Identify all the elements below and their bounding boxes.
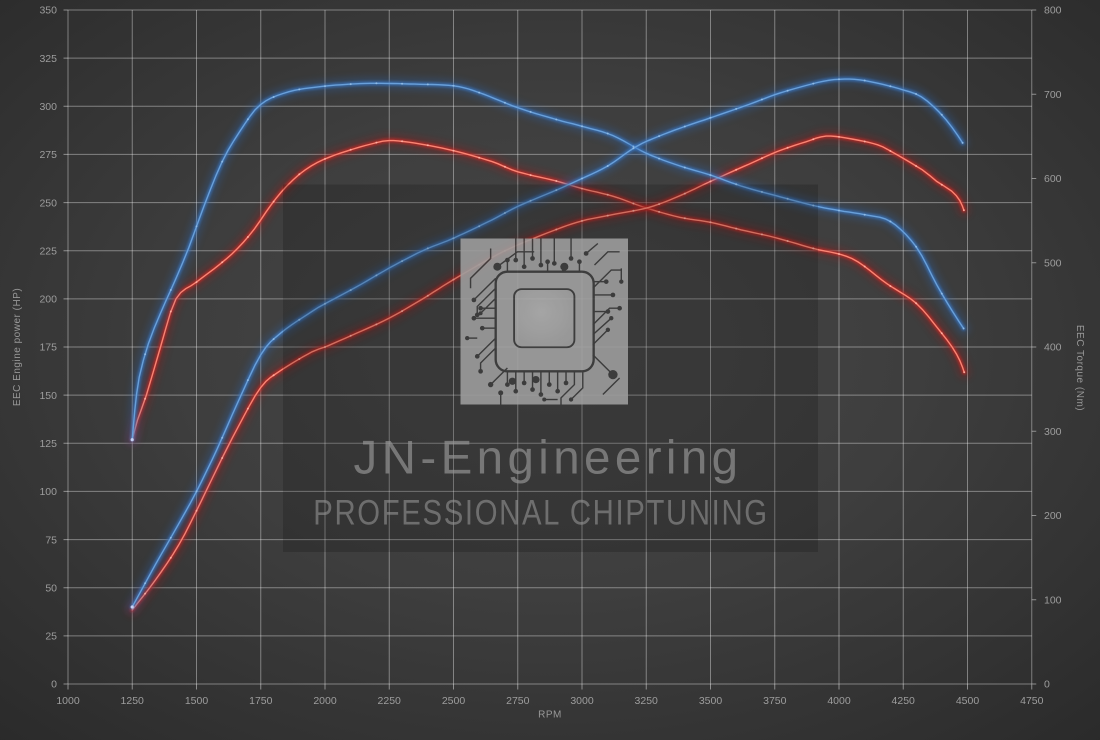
- svg-text:175: 175: [39, 342, 57, 354]
- svg-text:2500: 2500: [442, 695, 466, 707]
- svg-text:50: 50: [45, 582, 57, 594]
- svg-text:225: 225: [39, 245, 57, 257]
- svg-text:0: 0: [1044, 679, 1050, 691]
- svg-text:3250: 3250: [635, 695, 659, 707]
- svg-text:275: 275: [39, 149, 57, 161]
- svg-text:4000: 4000: [827, 695, 851, 707]
- svg-text:JN-Engineering: JN-Engineering: [354, 432, 743, 485]
- svg-text:250: 250: [39, 197, 57, 209]
- svg-text:1000: 1000: [56, 695, 80, 707]
- svg-text:100: 100: [1044, 595, 1062, 607]
- svg-text:1500: 1500: [185, 695, 209, 707]
- svg-text:100: 100: [39, 486, 57, 498]
- svg-text:2250: 2250: [378, 695, 402, 707]
- svg-text:25: 25: [45, 631, 57, 643]
- svg-text:300: 300: [1044, 426, 1062, 438]
- svg-text:PROFESSIONAL CHIPTUNING: PROFESSIONAL CHIPTUNING: [313, 493, 768, 532]
- svg-text:1750: 1750: [249, 695, 273, 707]
- svg-text:EEC Torque (Nm): EEC Torque (Nm): [1074, 325, 1085, 411]
- svg-text:150: 150: [39, 390, 57, 402]
- svg-text:125: 125: [39, 438, 57, 450]
- svg-text:3750: 3750: [763, 695, 787, 707]
- svg-text:4750: 4750: [1020, 695, 1044, 707]
- svg-text:200: 200: [1044, 510, 1062, 522]
- svg-text:3000: 3000: [570, 695, 594, 707]
- svg-text:75: 75: [45, 534, 57, 546]
- svg-text:2750: 2750: [506, 695, 530, 707]
- svg-text:4500: 4500: [956, 695, 980, 707]
- svg-text:0: 0: [51, 679, 57, 691]
- svg-text:1250: 1250: [121, 695, 145, 707]
- svg-text:200: 200: [39, 294, 57, 306]
- svg-text:4250: 4250: [892, 695, 916, 707]
- svg-text:400: 400: [1044, 342, 1062, 354]
- svg-text:3500: 3500: [699, 695, 723, 707]
- svg-text:500: 500: [1044, 257, 1062, 269]
- svg-text:800: 800: [1044, 5, 1062, 17]
- svg-text:RPM: RPM: [538, 710, 562, 721]
- svg-text:350: 350: [39, 5, 57, 17]
- svg-text:325: 325: [39, 53, 57, 65]
- svg-text:600: 600: [1044, 173, 1062, 185]
- svg-text:EEC Engine power (HP): EEC Engine power (HP): [12, 288, 23, 406]
- svg-text:700: 700: [1044, 89, 1062, 101]
- svg-text:300: 300: [39, 101, 57, 113]
- svg-text:2000: 2000: [313, 695, 337, 707]
